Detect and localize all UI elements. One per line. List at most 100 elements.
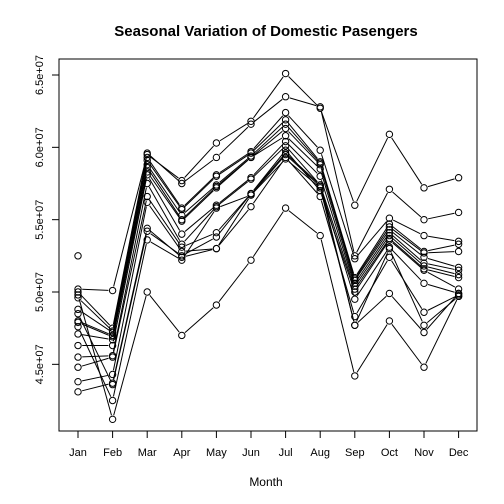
data-point bbox=[212, 184, 221, 192]
series-segment bbox=[253, 126, 283, 154]
series-segment bbox=[288, 138, 318, 167]
series-segment bbox=[112, 187, 147, 352]
data-point bbox=[108, 396, 117, 405]
data-point bbox=[420, 279, 428, 288]
y-tick-label: 5.5e+07 bbox=[34, 200, 46, 240]
data-point bbox=[385, 228, 394, 237]
x-axis-label: Month bbox=[249, 475, 282, 489]
data-point bbox=[281, 120, 290, 128]
series-segment bbox=[288, 115, 318, 148]
y-tick-label: 4.5e+07 bbox=[34, 344, 46, 384]
data-point bbox=[178, 331, 186, 340]
series-segment bbox=[288, 144, 318, 174]
series-segment bbox=[112, 164, 147, 329]
data-point bbox=[247, 256, 255, 264]
chart-title: Seasonal Variation of Domestic Pasengers bbox=[114, 23, 417, 40]
series-segment bbox=[392, 237, 422, 264]
data-point bbox=[74, 323, 82, 331]
series-segment bbox=[149, 294, 180, 333]
series-segment bbox=[149, 205, 180, 249]
data-point bbox=[420, 231, 428, 240]
series-segment bbox=[219, 179, 249, 203]
series-segment bbox=[356, 235, 388, 281]
data-point bbox=[454, 273, 463, 282]
series-segment bbox=[320, 154, 355, 255]
series-11 bbox=[74, 146, 463, 371]
series-segment bbox=[184, 190, 214, 219]
series-segment bbox=[288, 210, 318, 234]
series-segment bbox=[252, 211, 284, 257]
series-segment bbox=[321, 112, 354, 202]
series-segment bbox=[253, 76, 284, 119]
data-point bbox=[247, 153, 255, 162]
series-segment bbox=[112, 175, 147, 336]
series-segment bbox=[253, 130, 283, 156]
series-segment bbox=[112, 243, 147, 397]
series-segment bbox=[219, 123, 248, 142]
series-segment bbox=[356, 250, 388, 297]
data-point bbox=[178, 240, 186, 248]
data-point bbox=[351, 312, 359, 321]
series-segment bbox=[392, 242, 422, 268]
series-segment bbox=[392, 226, 422, 250]
series-segment bbox=[81, 383, 109, 392]
data-point bbox=[454, 263, 463, 272]
data-point bbox=[143, 171, 151, 179]
series-segment bbox=[391, 323, 422, 365]
series-segment bbox=[356, 232, 388, 278]
data-point bbox=[385, 214, 394, 222]
series-segment bbox=[79, 330, 112, 397]
data-point bbox=[454, 266, 463, 274]
data-point bbox=[143, 227, 151, 235]
data-point bbox=[385, 253, 394, 261]
data-point bbox=[316, 187, 324, 195]
data-point bbox=[316, 231, 324, 240]
series-segment bbox=[150, 241, 179, 259]
series-segment bbox=[185, 238, 213, 255]
series-segment bbox=[253, 148, 283, 177]
series-segment bbox=[289, 97, 317, 107]
data-point bbox=[281, 137, 290, 146]
series-segment bbox=[357, 221, 388, 256]
data-point bbox=[178, 179, 186, 188]
series-segment bbox=[253, 98, 283, 122]
data-point bbox=[385, 289, 394, 298]
data-point bbox=[420, 363, 428, 371]
data-point bbox=[316, 160, 324, 169]
series-segment bbox=[427, 269, 455, 277]
series-segment bbox=[78, 298, 112, 416]
series-segment bbox=[149, 163, 180, 207]
data-point bbox=[454, 270, 463, 279]
y-tick-label: 6.0e+07 bbox=[34, 127, 46, 167]
series-segment bbox=[219, 153, 248, 173]
series-segment bbox=[320, 180, 355, 283]
data-point bbox=[351, 201, 359, 209]
data-point bbox=[143, 168, 151, 176]
series-segment bbox=[184, 307, 214, 334]
series-segment bbox=[184, 188, 214, 218]
data-point bbox=[74, 341, 82, 350]
data-point bbox=[212, 139, 221, 147]
series-segment bbox=[219, 181, 249, 205]
data-point bbox=[108, 333, 117, 341]
series-segment bbox=[392, 232, 422, 256]
series-segment bbox=[391, 260, 423, 309]
series-segment bbox=[112, 200, 147, 354]
x-tick-label: Mar bbox=[138, 447, 157, 459]
data-point bbox=[385, 185, 394, 193]
series-segment bbox=[254, 137, 283, 156]
data-point bbox=[143, 288, 151, 296]
series-segment bbox=[288, 155, 318, 183]
series-segment bbox=[425, 299, 458, 364]
series-segment bbox=[356, 230, 388, 276]
data-point bbox=[247, 120, 255, 128]
data-point bbox=[420, 266, 428, 274]
series-segment bbox=[390, 252, 423, 322]
data-point bbox=[281, 149, 290, 157]
series-segment bbox=[320, 239, 355, 372]
series-segment bbox=[79, 317, 112, 382]
series-segment bbox=[288, 157, 318, 184]
series-segment bbox=[184, 178, 214, 207]
series-segment bbox=[150, 233, 179, 254]
data-point bbox=[178, 256, 186, 264]
